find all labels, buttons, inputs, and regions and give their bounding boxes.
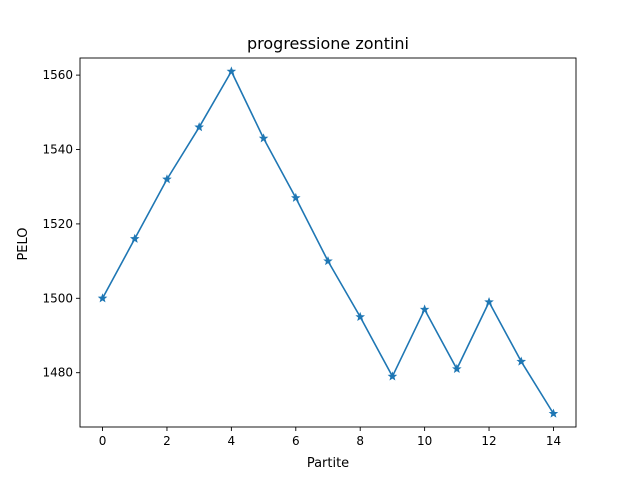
data-point-marker xyxy=(258,133,269,143)
x-tick-label: 12 xyxy=(481,434,496,448)
data-point-marker xyxy=(162,174,172,184)
plot-area: 0 2 4 6 8 10 12 14 1480 1500 1520 1540 1560 xyxy=(42,57,577,448)
data-point-marker xyxy=(516,356,527,366)
data-point-marker xyxy=(419,304,430,314)
plot-frame xyxy=(79,57,577,428)
x-tick-label: 14 xyxy=(546,434,561,448)
x-tick-label: 6 xyxy=(292,434,300,448)
x-tick-label: 2 xyxy=(163,434,171,448)
x-tick-label: 8 xyxy=(356,434,364,448)
x-tick-label: 10 xyxy=(417,434,432,448)
data-point-marker xyxy=(194,122,204,132)
y-tick-label: 1520 xyxy=(42,217,73,231)
x-tick-label: 4 xyxy=(228,434,236,448)
y-tick-label: 1560 xyxy=(42,68,73,82)
data-point-marker xyxy=(226,66,237,76)
data-point-marker xyxy=(387,371,398,381)
data-point-marker xyxy=(129,233,140,243)
data-point-marker xyxy=(452,363,462,374)
data-point-marker xyxy=(355,311,365,321)
data-point-marker xyxy=(323,256,333,266)
series-line xyxy=(101,70,555,415)
chart-title: progressione zontini xyxy=(247,34,409,53)
data-point-marker xyxy=(548,408,559,418)
x-tick-label: 0 xyxy=(99,434,107,448)
data-point-marker xyxy=(291,192,301,202)
y-axis-label: PELO xyxy=(16,227,31,260)
y-tick-label: 1480 xyxy=(42,366,73,380)
data-point-marker xyxy=(484,296,494,307)
y-tick-label: 1500 xyxy=(42,291,73,305)
data-point-marker xyxy=(97,293,108,303)
y-tick-label: 1540 xyxy=(42,143,73,157)
x-axis-label: Partite xyxy=(307,456,349,471)
